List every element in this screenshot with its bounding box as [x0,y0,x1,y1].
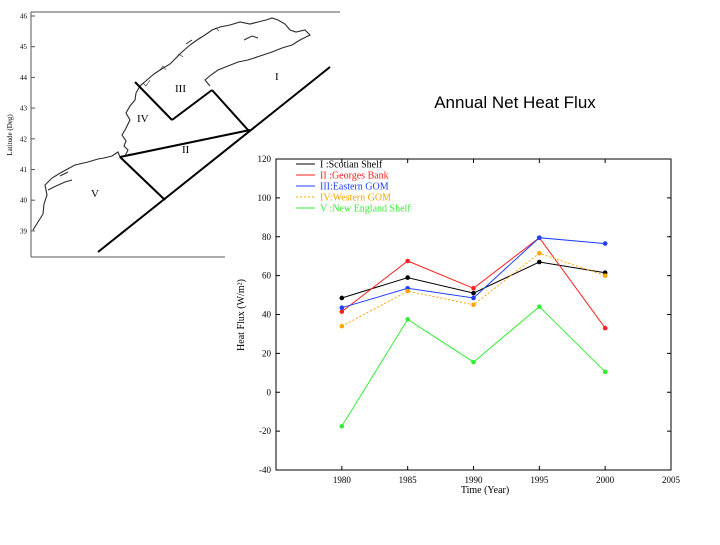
region-label-II: II [182,144,190,156]
heat-flux-chart: -40 -20 0 20 40 60 80 100 120 1980 1985 1990 1995 20… [200,130,720,540]
y-axis-ticks: -40 -20 0 20 40 60 80 100 120 [258,154,671,475]
series-line-2 [341,236,606,329]
series-point-1 [339,295,345,301]
legend-label: V :New England Shelf [320,204,411,215]
series-point-2 [602,325,608,331]
series-point-2 [471,285,476,291]
series-point-4 [537,250,542,256]
map-lat-tick-label: 41 [20,166,28,174]
series-layer [339,235,608,429]
region-map: 46 45 44 43 42 41 40 39 Latitude (Deg) I II III… [0,0,340,265]
series-point-3 [537,235,542,241]
series-point-4 [339,323,345,329]
series-point-5 [405,317,410,322]
x-tick-label: 2000 [596,475,615,485]
heat-flux-chart-svg: -40 -20 0 20 40 60 80 100 120 1980 1985 1990 1995 20… [236,154,681,496]
y-axis-label: Heat Flux (W/m²) [236,279,247,351]
y-tick-label: 80 [262,232,272,242]
series-line-5 [341,306,606,427]
series-point-5 [602,369,608,375]
series-point-3 [602,241,608,246]
y-tick-label: 120 [258,154,272,164]
y-tick-label: 100 [258,193,272,203]
map-latitude-ticks: 46 45 44 43 42 41 40 39 [20,13,35,235]
series-point-2 [339,309,345,314]
y-tick-label: 0 [267,387,272,397]
series-point-5 [339,423,345,429]
series-point-1 [405,275,410,280]
y-tick-label: 40 [262,310,272,320]
region-map-svg: 46 45 44 43 42 41 40 39 Latitude (Deg) I II III… [6,11,340,258]
series-point-4 [405,288,410,294]
region-label-IV: IV [137,113,149,125]
map-lat-tick-label: 46 [20,13,28,21]
map-lat-tick-label: 44 [20,74,28,82]
map-lat-tick-label: 43 [20,105,28,113]
y-tick-label: 20 [262,348,272,358]
map-lat-tick-label: 40 [20,197,28,205]
map-ylabel: Latitude (Deg) [6,114,14,156]
chart-title: Annual Net Heat Flux [434,93,596,112]
x-tick-label: 2005 [662,475,681,485]
legend-label: II :Georges Bank [320,171,389,182]
legend-label: III:Eastern GOM [320,182,389,193]
series-point-2 [405,258,410,264]
series-point-3 [471,295,476,301]
x-axis-label: Time (Year) [461,485,509,496]
x-tick-label: 1990 [465,475,484,485]
map-lat-tick-label: 42 [20,135,28,143]
series-point-5 [471,359,476,365]
x-tick-label: 1985 [399,475,418,485]
region-label-III: III [175,83,186,95]
series-point-5 [537,304,542,310]
x-tick-label: 1995 [530,475,549,485]
series-point-4 [602,273,608,278]
map-lat-tick-label: 39 [20,227,28,235]
y-tick-label: -20 [259,426,271,436]
region-label-I: I [275,71,279,83]
x-tick-label: 1980 [333,475,352,485]
legend-label: IV:Western GOM [320,193,391,204]
y-tick-label: 60 [262,271,272,281]
region-boundaries [97,66,331,253]
series-point-4 [471,302,476,308]
region-label-V: V [91,188,99,200]
series-point-3 [339,305,345,310]
coastline [32,17,311,231]
y-tick-label: -40 [259,465,271,475]
series-point-1 [471,290,476,296]
x-axis-ticks: 1980 1985 1990 1995 2000 2005 [333,159,681,485]
map-lat-tick-label: 45 [20,43,28,51]
legend-label: I :Scotian Shelf [320,160,383,171]
coastline-detail [139,27,220,87]
series-point-1 [537,259,542,265]
